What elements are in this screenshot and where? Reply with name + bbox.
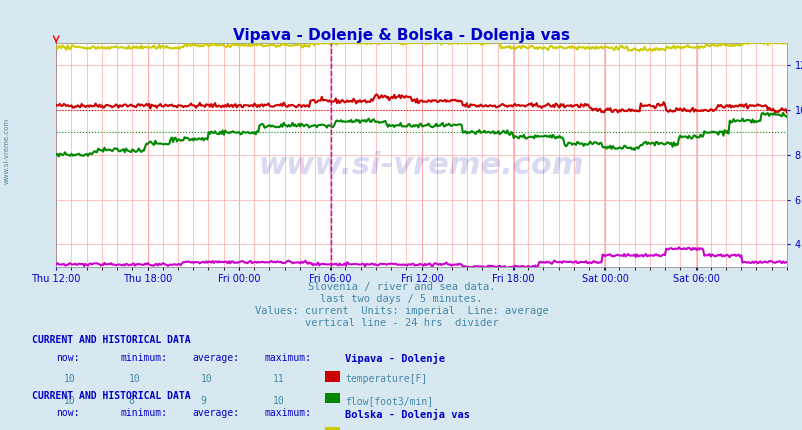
Text: 9: 9 — [200, 396, 206, 405]
Text: CURRENT AND HISTORICAL DATA: CURRENT AND HISTORICAL DATA — [32, 335, 191, 345]
Text: temperature[F]: temperature[F] — [345, 374, 427, 384]
Text: average:: average: — [192, 408, 240, 418]
Text: www.si-vreme.com: www.si-vreme.com — [4, 117, 10, 184]
Text: minimum:: minimum: — [120, 408, 168, 418]
Text: 8: 8 — [128, 396, 134, 405]
Text: CURRENT AND HISTORICAL DATA: CURRENT AND HISTORICAL DATA — [32, 391, 191, 401]
Text: now:: now: — [56, 353, 79, 362]
Text: 11: 11 — [273, 374, 285, 384]
Text: Slovenia / river and sea data.: Slovenia / river and sea data. — [307, 282, 495, 292]
Text: 10: 10 — [64, 396, 76, 405]
Text: Values: current  Units: imperial  Line: average: Values: current Units: imperial Line: av… — [254, 306, 548, 316]
Text: 10: 10 — [64, 374, 76, 384]
Text: average:: average: — [192, 353, 240, 362]
Text: maximum:: maximum: — [265, 408, 312, 418]
Text: www.si-vreme.com: www.si-vreme.com — [258, 151, 584, 181]
Text: now:: now: — [56, 408, 79, 418]
Text: 10: 10 — [128, 374, 140, 384]
Text: last two days / 5 minutes.: last two days / 5 minutes. — [320, 294, 482, 304]
Text: Vipava - Dolenje: Vipava - Dolenje — [345, 353, 445, 364]
Text: 10: 10 — [200, 374, 213, 384]
Text: 10: 10 — [273, 396, 285, 405]
Text: vertical line - 24 hrs  divider: vertical line - 24 hrs divider — [304, 318, 498, 328]
Text: maximum:: maximum: — [265, 353, 312, 362]
Text: flow[foot3/min]: flow[foot3/min] — [345, 396, 433, 405]
Text: minimum:: minimum: — [120, 353, 168, 362]
Text: Bolska - Dolenja vas: Bolska - Dolenja vas — [345, 408, 470, 420]
Text: Vipava - Dolenje & Bolska - Dolenja vas: Vipava - Dolenje & Bolska - Dolenja vas — [233, 28, 569, 43]
